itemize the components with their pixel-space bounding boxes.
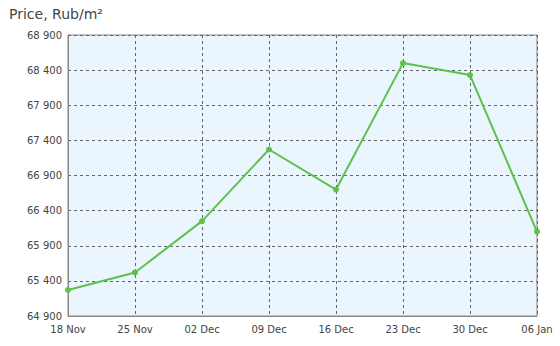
svg-text:16 Dec: 16 Dec: [318, 324, 353, 335]
svg-text:68 400: 68 400: [27, 65, 62, 76]
svg-text:65 400: 65 400: [27, 275, 62, 286]
svg-text:02 Dec: 02 Dec: [184, 324, 219, 335]
svg-text:23 Dec: 23 Dec: [385, 324, 420, 335]
svg-text:66 400: 66 400: [27, 205, 62, 216]
svg-text:64 900: 64 900: [27, 311, 62, 322]
svg-text:68 900: 68 900: [27, 30, 62, 41]
svg-text:67 400: 67 400: [27, 135, 62, 146]
svg-text:30 Dec: 30 Dec: [452, 324, 487, 335]
svg-text:Price, Rub/m²: Price, Rub/m²: [9, 6, 103, 22]
svg-text:65 900: 65 900: [27, 240, 62, 251]
svg-text:18 Nov: 18 Nov: [50, 324, 86, 335]
svg-text:66 900: 66 900: [27, 170, 62, 181]
svg-text:67 900: 67 900: [27, 100, 62, 111]
svg-text:09 Dec: 09 Dec: [251, 324, 286, 335]
svg-text:25 Nov: 25 Nov: [117, 324, 153, 335]
svg-text:06 Jan: 06 Jan: [521, 324, 552, 335]
